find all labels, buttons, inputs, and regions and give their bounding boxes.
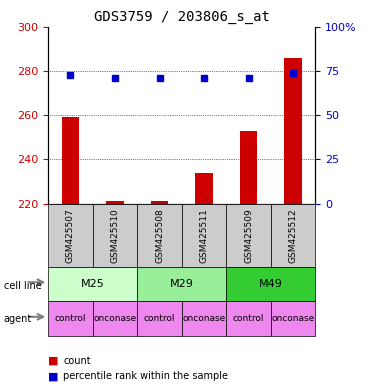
Bar	[240, 131, 257, 204]
Bar	[195, 173, 213, 204]
Text: M29: M29	[170, 279, 194, 289]
FancyBboxPatch shape	[226, 301, 271, 336]
Text: M49: M49	[259, 279, 283, 289]
Text: GSM425510: GSM425510	[111, 208, 119, 263]
Text: GSM425512: GSM425512	[289, 208, 298, 263]
FancyBboxPatch shape	[226, 204, 271, 267]
FancyBboxPatch shape	[137, 204, 182, 267]
Bar	[62, 118, 79, 204]
Bar	[284, 58, 302, 204]
Text: GSM425508: GSM425508	[155, 208, 164, 263]
FancyBboxPatch shape	[271, 301, 315, 336]
FancyBboxPatch shape	[137, 267, 226, 301]
Text: control: control	[233, 314, 264, 323]
FancyBboxPatch shape	[182, 301, 226, 336]
Text: ■: ■	[48, 371, 59, 381]
Text: cell line: cell line	[4, 281, 42, 291]
FancyBboxPatch shape	[48, 267, 137, 301]
FancyBboxPatch shape	[93, 301, 137, 336]
Text: M25: M25	[81, 279, 105, 289]
FancyBboxPatch shape	[93, 204, 137, 267]
Title: GDS3759 / 203806_s_at: GDS3759 / 203806_s_at	[94, 10, 270, 25]
Text: agent: agent	[4, 314, 32, 324]
Text: control: control	[55, 314, 86, 323]
Text: onconase: onconase	[272, 314, 315, 323]
Text: GSM425507: GSM425507	[66, 208, 75, 263]
Text: onconase: onconase	[93, 314, 137, 323]
FancyBboxPatch shape	[48, 204, 93, 267]
FancyBboxPatch shape	[226, 267, 315, 301]
FancyBboxPatch shape	[271, 204, 315, 267]
Text: percentile rank within the sample: percentile rank within the sample	[63, 371, 228, 381]
Bar	[106, 201, 124, 204]
FancyBboxPatch shape	[137, 301, 182, 336]
FancyBboxPatch shape	[182, 204, 226, 267]
FancyBboxPatch shape	[48, 301, 93, 336]
Text: GSM425509: GSM425509	[244, 208, 253, 263]
Text: ■: ■	[48, 356, 59, 366]
Bar	[151, 201, 168, 204]
Text: onconase: onconase	[183, 314, 226, 323]
Text: GSM425511: GSM425511	[200, 208, 209, 263]
Text: count: count	[63, 356, 91, 366]
Text: control: control	[144, 314, 175, 323]
